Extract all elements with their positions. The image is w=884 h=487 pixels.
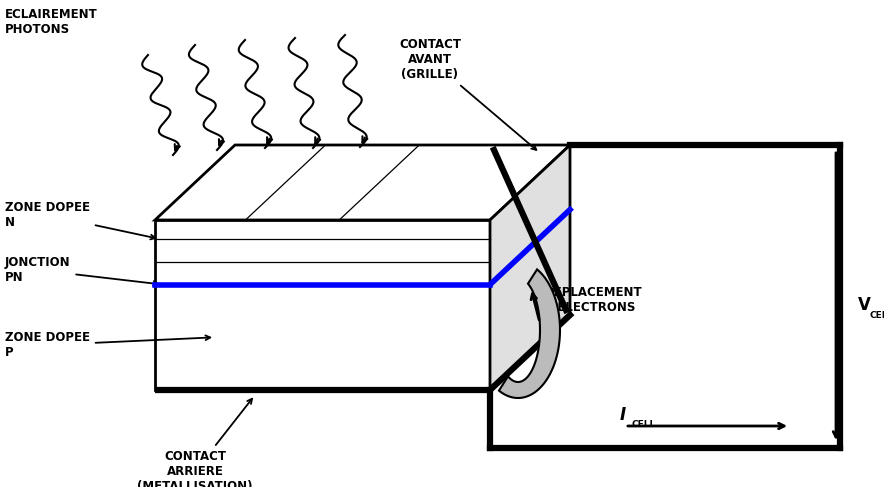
Text: ZONE DOPEE
N: ZONE DOPEE N — [5, 201, 156, 240]
Text: V: V — [858, 296, 871, 314]
Text: I: I — [620, 406, 626, 424]
Text: CONTACT
AVANT
(GRILLE): CONTACT AVANT (GRILLE) — [399, 38, 537, 150]
Polygon shape — [490, 145, 570, 390]
Text: JONCTION
PN: JONCTION PN — [5, 256, 158, 286]
Text: CELL: CELL — [631, 420, 655, 429]
Text: ZONE DOPEE
P: ZONE DOPEE P — [5, 331, 210, 359]
Text: ECLAIREMENT
PHOTONS: ECLAIREMENT PHOTONS — [5, 8, 98, 36]
Text: DEPLACEMENT
D'ELECTRONS: DEPLACEMENT D'ELECTRONS — [545, 286, 643, 314]
Polygon shape — [499, 269, 560, 398]
Polygon shape — [155, 145, 570, 220]
Text: CELL: CELL — [870, 311, 884, 320]
Polygon shape — [155, 220, 490, 390]
Text: CONTACT
ARRIERE
(METALLISATION): CONTACT ARRIERE (METALLISATION) — [137, 399, 253, 487]
